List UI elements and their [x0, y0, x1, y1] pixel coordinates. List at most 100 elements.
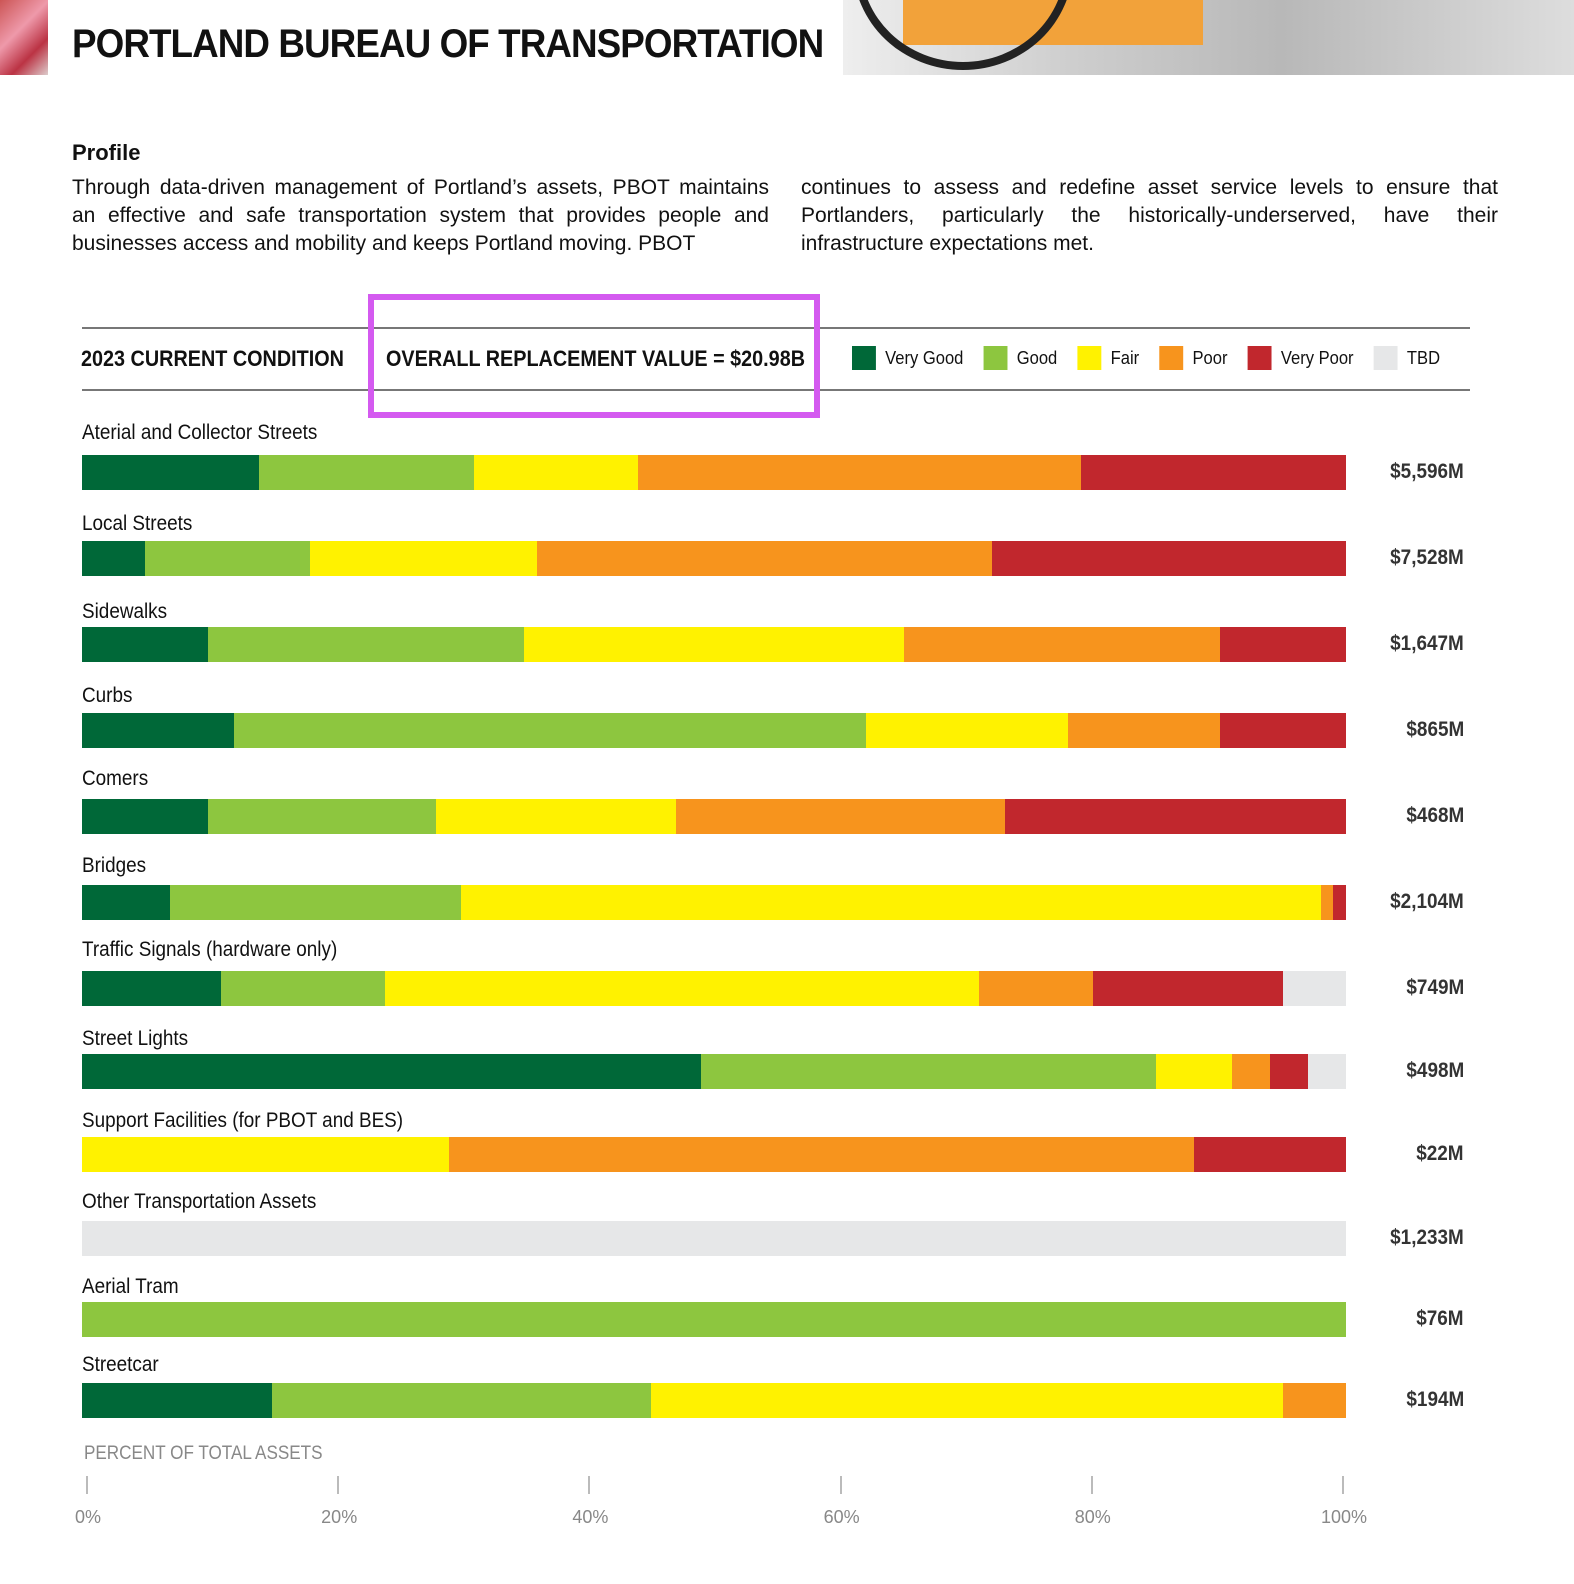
bar-segment-tbd — [82, 1221, 1346, 1256]
bar-segment-poor — [903, 627, 1220, 662]
bar-segment-very-good — [82, 799, 209, 834]
legend-item: TBD — [1373, 346, 1441, 370]
category-label: Aterial and Collector Streets — [82, 421, 318, 444]
legend-item: Fair — [1077, 346, 1140, 370]
stacked-bar — [82, 799, 1346, 834]
bar-segment-fair — [865, 713, 1068, 748]
bar-segment-poor — [1282, 1383, 1346, 1418]
chart-subtitle: OVERALL REPLACEMENT VALUE = $20.98B — [386, 346, 806, 371]
legend-swatch — [1247, 346, 1272, 370]
bar-segment-good — [145, 541, 310, 576]
bar-segment-very-poor — [1219, 713, 1346, 748]
bar-segment-good — [208, 799, 436, 834]
stacked-bar — [82, 1302, 1346, 1337]
stacked-bar — [82, 885, 1346, 920]
bar-segment-very-good — [82, 1383, 272, 1418]
chart-title: 2023 CURRENT CONDITION — [81, 346, 344, 371]
replacement-value: $749M — [1406, 976, 1464, 999]
x-tick-label: 100% — [1320, 1507, 1368, 1527]
replacement-value: $194M — [1406, 1388, 1464, 1411]
stacked-bar — [82, 1221, 1346, 1256]
bar-segment-very-good — [82, 627, 209, 662]
replacement-value: $498M — [1406, 1059, 1464, 1082]
bar-segment-very-poor — [1080, 455, 1346, 490]
replacement-value: $1,233M — [1390, 1226, 1464, 1249]
bar-segment-good — [170, 885, 462, 920]
legend-item: Very Poor — [1247, 346, 1354, 370]
bar-segment-fair — [1156, 1054, 1233, 1089]
bar-segment-fair — [309, 541, 538, 576]
replacement-value: $2,104M — [1390, 890, 1464, 913]
stacked-bar — [82, 971, 1346, 1006]
bar-segment-poor — [448, 1137, 1195, 1172]
bar-segment-very-good — [82, 885, 171, 920]
legend-swatch — [852, 346, 876, 370]
legend-label: Very Poor — [1280, 347, 1354, 368]
replacement-value: $468M — [1406, 804, 1464, 827]
replacement-value: $865M — [1406, 718, 1464, 741]
bar-segment-very-good — [82, 455, 259, 490]
x-tick-label: 60% — [823, 1507, 860, 1527]
category-label: Traffic Signals (hardware only) — [82, 938, 338, 961]
profile-text-col1: Through data-driven management of Portla… — [72, 176, 769, 255]
legend-item: Poor — [1159, 346, 1227, 370]
bar-segment-good — [208, 627, 525, 662]
bar-segment-very-good — [82, 971, 222, 1006]
x-tick — [839, 1476, 842, 1494]
bar-segment-tbd — [1308, 1054, 1346, 1089]
x-tick-label: 0% — [74, 1507, 102, 1527]
bar-segment-good — [271, 1383, 651, 1418]
x-tick — [1090, 1476, 1093, 1494]
bar-segment-very-good — [82, 541, 146, 576]
category-label: Other Transportation Assets — [82, 1190, 317, 1213]
bar-segment-very-poor — [1270, 1054, 1309, 1089]
x-tick-label: 40% — [572, 1507, 609, 1527]
legend-label: TBD — [1406, 347, 1441, 368]
category-label: Street Lights — [82, 1027, 189, 1050]
banner-photo-left — [0, 0, 48, 75]
category-label: Aerial Tram — [82, 1275, 179, 1298]
stacked-bar — [82, 1054, 1346, 1089]
bar-segment-very-poor — [1194, 1137, 1346, 1172]
category-label: Support Facilities (for PBOT and BES) — [82, 1109, 404, 1132]
bar-segment-poor — [979, 971, 1094, 1006]
bar-segment-poor — [638, 455, 1081, 490]
bar-segment-poor — [676, 799, 1005, 834]
bar-segment-very-poor — [1004, 799, 1346, 834]
replacement-value: $76M — [1416, 1307, 1464, 1330]
page-title: PORTLAND BUREAU OF TRANSPORTATION — [72, 22, 824, 66]
stacked-bar — [82, 1383, 1346, 1418]
legend-item: Good — [983, 346, 1057, 370]
bar-segment-good — [233, 713, 866, 748]
profile-heading: Profile — [72, 140, 141, 165]
bar-segment-poor — [1320, 885, 1334, 920]
x-tick — [588, 1476, 591, 1494]
x-tick — [337, 1476, 340, 1494]
bar-segment-fair — [82, 1137, 449, 1172]
legend-swatch — [1159, 346, 1184, 370]
category-label: Curbs — [82, 684, 133, 707]
bar-segment-fair — [650, 1383, 1283, 1418]
legend-swatch — [1077, 346, 1102, 370]
stacked-bar — [82, 541, 1346, 576]
category-label: Bridges — [82, 854, 147, 877]
bar-segment-poor — [1232, 1054, 1271, 1089]
bar-segment-tbd — [1282, 971, 1346, 1006]
x-tick — [86, 1476, 88, 1494]
bar-segment-fair — [435, 799, 677, 834]
x-axis-title: PERCENT OF TOTAL ASSETS — [84, 1443, 323, 1464]
bar-segment-good — [82, 1302, 1346, 1337]
bar-segment-very-poor — [1219, 627, 1346, 662]
bar-segment-very-good — [82, 1054, 702, 1089]
profile-text-col2: continues to assess and redefine asset s… — [801, 176, 1498, 255]
legend-swatch — [1373, 346, 1398, 370]
legend-label: Poor — [1192, 347, 1228, 368]
replacement-value: $1,647M — [1390, 632, 1464, 655]
legend-item: Very Good — [852, 346, 963, 370]
category-label: Streetcar — [82, 1353, 159, 1376]
stacked-bar — [82, 713, 1346, 748]
legend-label: Fair — [1110, 347, 1140, 368]
title-box — [48, 0, 843, 75]
stacked-bar — [82, 1137, 1346, 1172]
bar-segment-very-poor — [1093, 971, 1283, 1006]
